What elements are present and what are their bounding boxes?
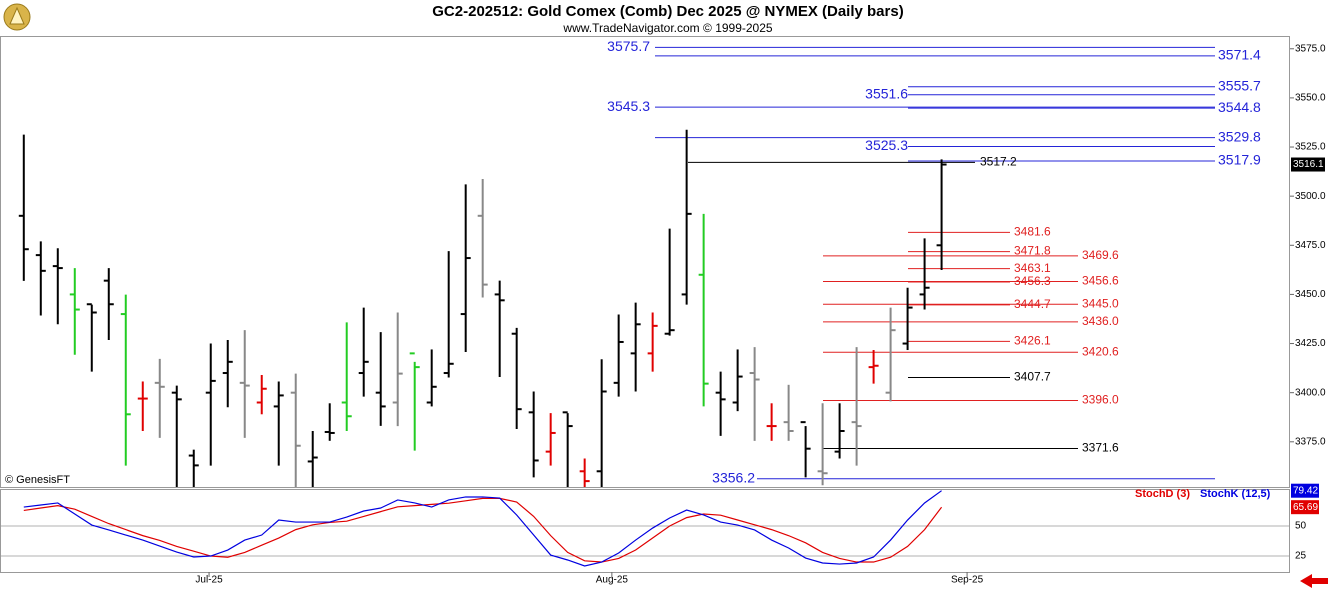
logo-mark: [9, 6, 25, 25]
stoch-line: [23, 497, 943, 563]
level-label: 3445.0: [1082, 296, 1119, 310]
level-label: 3456.3: [1014, 274, 1051, 288]
y-tick-label: 3425.0: [1295, 338, 1326, 349]
price-panel: [0, 36, 1290, 488]
level-label: 3481.6: [1014, 224, 1051, 238]
y-tick-label: 3550.0: [1295, 93, 1326, 104]
y-tick-label: 3450.0: [1295, 289, 1326, 300]
last-value: 79.42: [1293, 485, 1318, 496]
y-tick-label: 3575.0: [1295, 43, 1326, 54]
level-label: 3356.2: [712, 469, 755, 485]
last-price-box: [1291, 157, 1325, 172]
source: © GenesisFT: [5, 474, 70, 486]
legend-entry: StochK (12,5): [1200, 488, 1271, 500]
level-label: 3463.1: [1014, 261, 1051, 275]
x-tick-label: Jul-25: [195, 575, 223, 586]
stoch-line: [23, 490, 942, 567]
level-label: 3420.6: [1082, 344, 1119, 358]
stoch-panel: [0, 489, 1290, 573]
level-label: 3517.9: [1218, 152, 1261, 168]
level-label: 3471.8: [1014, 244, 1051, 258]
last-value: 65.69: [1293, 502, 1318, 513]
level-label: 3551.6: [865, 85, 908, 101]
level-label: 3571.4: [1218, 47, 1261, 63]
scroll-arrow[interactable]: [1300, 574, 1328, 588]
legend-entry: StochD (3): [1135, 488, 1190, 500]
level-label: 3529.8: [1218, 128, 1261, 144]
level-label: 3456.6: [1082, 274, 1119, 288]
last-price: 3516.1: [1293, 159, 1324, 170]
level-label: 3525.3: [865, 137, 908, 153]
level-label: 3469.6: [1082, 248, 1119, 262]
level-label: 3555.7: [1218, 77, 1261, 93]
y-tick-label: 3475.0: [1295, 240, 1326, 251]
level-label: 3517.2: [980, 155, 1017, 169]
chart-subtitle: www.TradeNavigator.com © 1999-2025: [562, 21, 772, 35]
level-label: 3426.1: [1014, 334, 1051, 348]
y-tick-label: 50: [1295, 521, 1307, 532]
level-label: 3436.0: [1082, 314, 1119, 328]
last-value-box: [1291, 483, 1319, 498]
y-tick-label: 3400.0: [1295, 387, 1326, 398]
x-tick-label: Aug-25: [596, 575, 629, 586]
logo: [3, 3, 31, 31]
chart-title: GC2-202512: Gold Comex (Comb) Dec 2025 @…: [432, 3, 903, 20]
level-label: 3371.6: [1082, 441, 1119, 455]
level-label: 3396.0: [1082, 393, 1119, 407]
level-label: 3444.7: [1014, 297, 1051, 311]
last-value-box: [1291, 500, 1319, 515]
y-tick-label: 25: [1295, 551, 1307, 562]
level-label: 3544.8: [1218, 99, 1261, 115]
y-tick-label: 3375.0: [1295, 436, 1326, 447]
level-label: 3575.7: [607, 38, 650, 54]
level-label: 3407.7: [1014, 370, 1051, 384]
level-label: 3545.3: [607, 98, 650, 114]
y-tick-label: 3500.0: [1295, 191, 1326, 202]
y-tick-label: 3525.0: [1295, 142, 1326, 153]
x-tick-label: Sep-25: [951, 575, 984, 586]
